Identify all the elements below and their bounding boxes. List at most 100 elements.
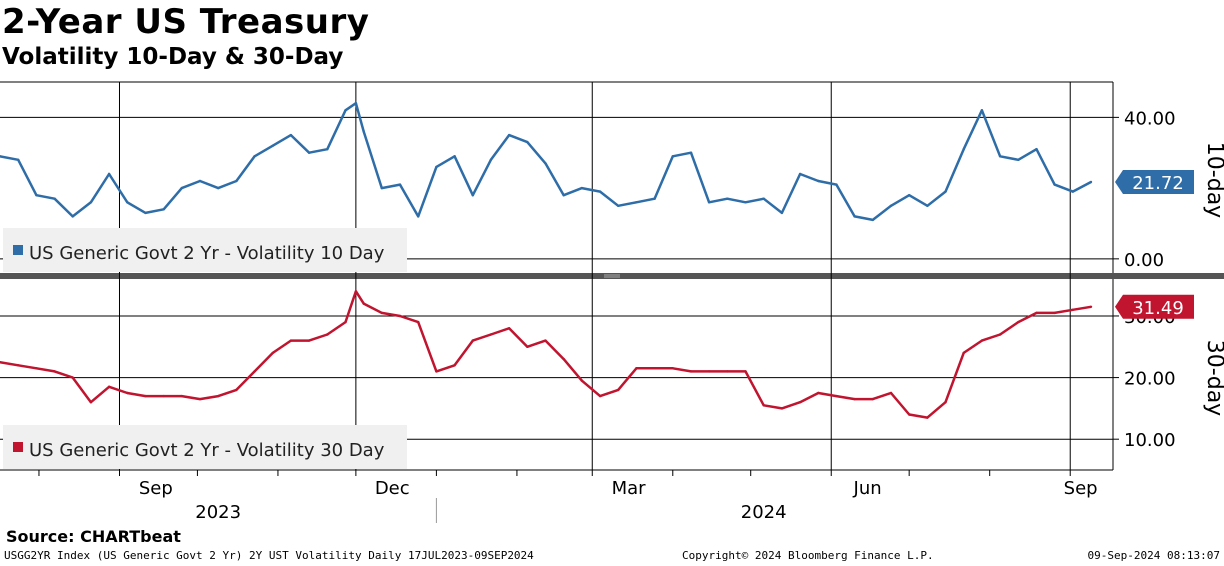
chart-subtitle: Volatility 10-Day & 30-Day (2, 44, 344, 70)
data-point-30d (471, 339, 474, 342)
data-point-10d (417, 215, 420, 218)
data-point-10d (526, 140, 529, 144)
data-point-10d (271, 144, 274, 147)
data-point-10d (617, 204, 620, 207)
data-point-30d (89, 401, 93, 404)
data-point-10d (89, 201, 93, 204)
data-point-30d (253, 370, 256, 373)
x-month-label: Sep (1064, 478, 1098, 499)
data-point-10d (1035, 148, 1038, 151)
data-point-30d (198, 397, 202, 401)
legend-30d-swatch (13, 442, 23, 452)
y-tick-label-30d: 20.00 (1124, 369, 1176, 390)
data-point-10d (380, 186, 383, 190)
data-point-30d (926, 416, 929, 419)
data-point-10d (762, 197, 765, 200)
data-point-30d (398, 314, 402, 318)
data-point-10d (1017, 158, 1020, 161)
data-point-30d (126, 391, 129, 395)
data-point-30d (107, 385, 111, 388)
axis-title-30d: 30-day (1202, 340, 1224, 416)
data-point-10d (180, 186, 183, 190)
legend-10d: US Generic Govt 2 Yr - Volatility 10 Day (3, 228, 407, 272)
legend-30d-box (3, 425, 407, 469)
data-point-30d (307, 339, 311, 342)
data-point-10d (398, 183, 402, 186)
footer-copyright: Copyright© 2024 Bloomberg Finance L.P. (682, 549, 934, 562)
x-month-label: Dec (375, 478, 410, 499)
data-point-30d (980, 339, 984, 342)
data-point-30d (853, 397, 856, 401)
data-point-30d (326, 333, 329, 336)
data-point-30d (271, 351, 274, 355)
data-point-30d (998, 333, 1002, 336)
data-point-30d (962, 351, 965, 355)
data-point-30d (653, 367, 656, 370)
data-point-10d (1053, 183, 1056, 186)
last-value-tag-10d (1115, 170, 1194, 195)
data-point-30d (17, 364, 20, 367)
y-tick-label-30d: 10.00 (1124, 430, 1176, 451)
data-point-10d (1089, 180, 1093, 184)
data-point-10d (53, 197, 56, 200)
data-point-30d (53, 370, 56, 373)
data-point-10d (489, 158, 493, 161)
legend-30d-label: US Generic Govt 2 Yr - Volatility 30 Day (29, 440, 385, 461)
data-point-10d (162, 208, 165, 211)
data-point-10d (798, 172, 802, 176)
y-tick-label-10d: 40.00 (1124, 108, 1176, 129)
data-point-10d (871, 218, 874, 222)
source-note: Source: CHARTbeat (6, 527, 181, 546)
data-point-30d (380, 311, 383, 315)
data-point-30d (71, 376, 74, 379)
data-point-30d (289, 339, 293, 342)
data-point-10d (853, 215, 856, 218)
footer-index-info: USGG2YR Index (US Generic Govt 2 Yr) 2Y … (4, 549, 534, 562)
data-point-10d (707, 201, 711, 204)
data-point-10d (35, 194, 38, 197)
data-point-30d (489, 333, 493, 336)
legend-10d-swatch (13, 245, 23, 255)
data-point-10d (362, 130, 365, 133)
data-point-10d (635, 201, 638, 204)
data-point-10d (217, 186, 220, 190)
data-point-30d (526, 345, 529, 348)
series-line-10d (0, 101, 1092, 222)
data-point-30d (362, 302, 365, 305)
data-point-30d (871, 397, 874, 401)
data-point-10d (235, 179, 238, 183)
data-point-30d (689, 370, 693, 373)
data-point-30d (435, 370, 438, 373)
legend-10d-label: US Generic Govt 2 Yr - Volatility 10 Day (29, 243, 385, 264)
data-point-30d (580, 379, 584, 382)
data-point-30d (798, 401, 802, 404)
series-line-30d (0, 290, 1092, 419)
data-point-30d (1017, 320, 1020, 324)
data-point-10d (744, 201, 747, 204)
data-point-30d (671, 367, 674, 370)
data-point-30d (507, 327, 511, 330)
data-point-10d (1071, 190, 1075, 193)
last-value-tag-30d (1115, 294, 1194, 319)
data-point-30d (635, 367, 638, 370)
last-value-label-10d: 21.72 (1132, 173, 1184, 194)
data-point-30d (908, 413, 911, 416)
series-layer (0, 101, 1093, 419)
data-point-30d (726, 370, 729, 373)
data-point-30d (762, 404, 765, 407)
data-point-10d (998, 155, 1002, 158)
data-point-30d (453, 364, 456, 367)
axis-title-10d: 10-day (1202, 142, 1224, 218)
chart-title: 2-Year US Treasury (2, 2, 370, 42)
data-point-10d (471, 194, 474, 197)
last-value-label-30d: 31.49 (1132, 298, 1184, 319)
panel-divider[interactable] (0, 273, 1224, 279)
legend-10d-box (3, 228, 407, 272)
data-point-30d (217, 394, 220, 398)
data-point-10d (453, 155, 456, 158)
data-point-30d (744, 370, 747, 373)
data-point-30d (835, 394, 838, 398)
data-point-10d (307, 151, 311, 154)
data-point-30d (0, 361, 2, 364)
data-point-10d (144, 211, 147, 215)
